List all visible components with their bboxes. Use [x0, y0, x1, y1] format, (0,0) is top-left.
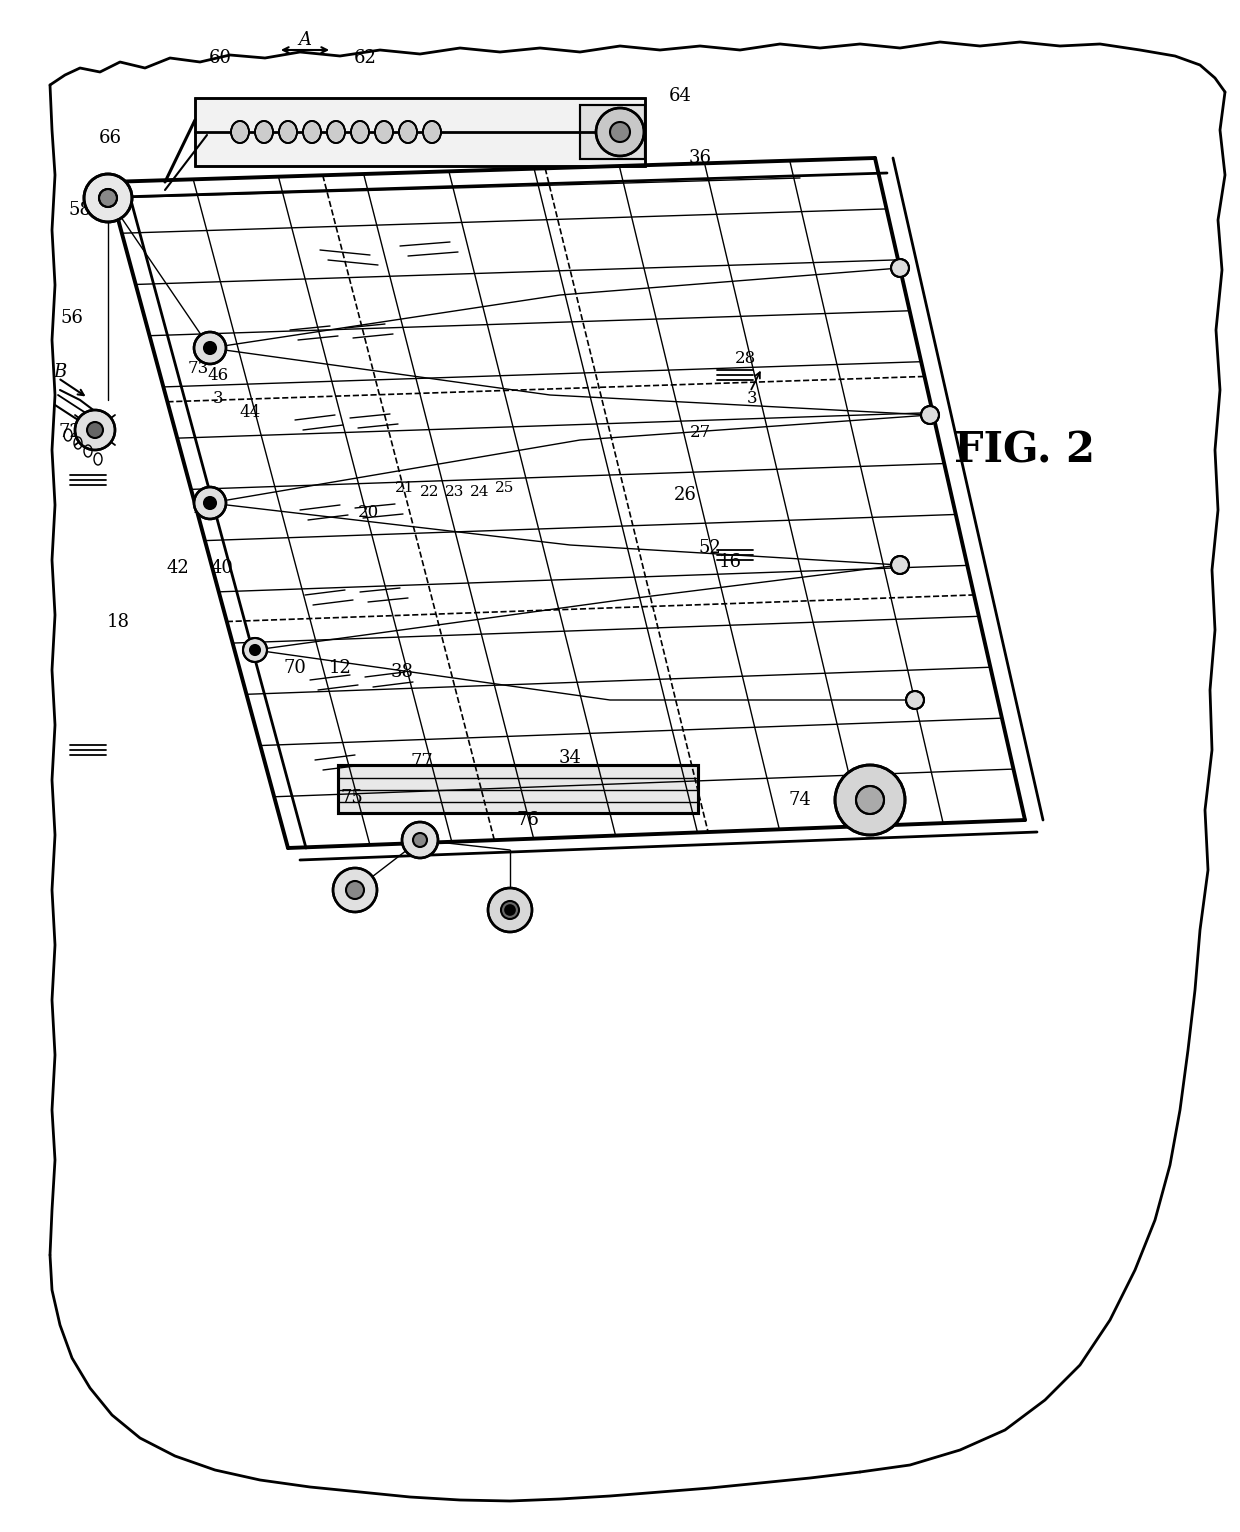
Text: 66: 66 [98, 129, 122, 147]
Ellipse shape [423, 121, 441, 142]
Circle shape [193, 332, 226, 365]
Text: 56: 56 [61, 309, 83, 326]
Ellipse shape [327, 121, 345, 142]
Circle shape [501, 901, 520, 919]
Circle shape [921, 406, 939, 424]
Bar [339, 764, 698, 813]
Text: 34: 34 [558, 749, 582, 768]
Circle shape [596, 107, 644, 156]
Text: 3: 3 [213, 389, 223, 406]
Text: 16: 16 [718, 553, 742, 571]
Circle shape [906, 691, 924, 709]
Text: B: B [53, 363, 67, 381]
Circle shape [87, 421, 103, 438]
Circle shape [84, 175, 131, 222]
Text: 60: 60 [208, 49, 232, 67]
Circle shape [193, 487, 226, 519]
Bar [339, 764, 698, 813]
Text: 21: 21 [396, 481, 414, 495]
Ellipse shape [279, 121, 298, 142]
Text: 42: 42 [166, 559, 190, 578]
Text: 52: 52 [698, 539, 722, 558]
Circle shape [346, 881, 365, 899]
Text: 28: 28 [734, 349, 755, 366]
Text: 77: 77 [410, 754, 433, 771]
Ellipse shape [351, 121, 370, 142]
Text: 62: 62 [353, 49, 377, 67]
Circle shape [243, 637, 267, 662]
Text: FIG. 2: FIG. 2 [955, 429, 1095, 470]
Text: 44: 44 [239, 403, 260, 420]
Text: 22: 22 [420, 486, 440, 499]
Text: 74: 74 [789, 791, 811, 809]
Text: 58: 58 [68, 201, 92, 219]
Circle shape [205, 496, 216, 509]
Circle shape [835, 764, 905, 835]
Ellipse shape [255, 121, 273, 142]
Text: A: A [299, 31, 311, 49]
Circle shape [892, 556, 909, 574]
Ellipse shape [231, 121, 249, 142]
Circle shape [892, 259, 909, 277]
Circle shape [413, 833, 427, 847]
Text: 70: 70 [284, 659, 306, 677]
Text: 75: 75 [341, 789, 363, 807]
Circle shape [402, 823, 438, 858]
Text: 73: 73 [187, 360, 208, 377]
Text: 72: 72 [58, 423, 82, 441]
Text: 36: 36 [688, 149, 712, 167]
Ellipse shape [374, 121, 393, 142]
Text: 25: 25 [495, 481, 515, 495]
Text: 12: 12 [329, 659, 351, 677]
Circle shape [856, 786, 884, 813]
Circle shape [610, 123, 630, 142]
Text: 23: 23 [445, 486, 465, 499]
Text: 40: 40 [211, 559, 233, 578]
Circle shape [250, 645, 260, 656]
Text: 24: 24 [470, 486, 490, 499]
Text: 27: 27 [689, 423, 711, 441]
Circle shape [489, 889, 532, 931]
Bar [580, 106, 645, 159]
Text: 64: 64 [668, 87, 692, 106]
Bar [580, 106, 645, 159]
Text: 48: 48 [193, 502, 217, 521]
Text: 18: 18 [107, 613, 129, 631]
Circle shape [205, 342, 216, 354]
Text: 26: 26 [673, 486, 697, 504]
Bar [195, 98, 645, 165]
Ellipse shape [399, 121, 417, 142]
Circle shape [99, 188, 117, 207]
Text: 20: 20 [357, 504, 378, 521]
Text: 3: 3 [746, 389, 758, 406]
Circle shape [505, 905, 515, 915]
Bar [195, 98, 645, 165]
Text: 76: 76 [517, 810, 539, 829]
Circle shape [334, 869, 377, 912]
Ellipse shape [303, 121, 321, 142]
Circle shape [74, 411, 115, 450]
Text: 46: 46 [207, 366, 228, 383]
Text: 38: 38 [391, 663, 413, 682]
